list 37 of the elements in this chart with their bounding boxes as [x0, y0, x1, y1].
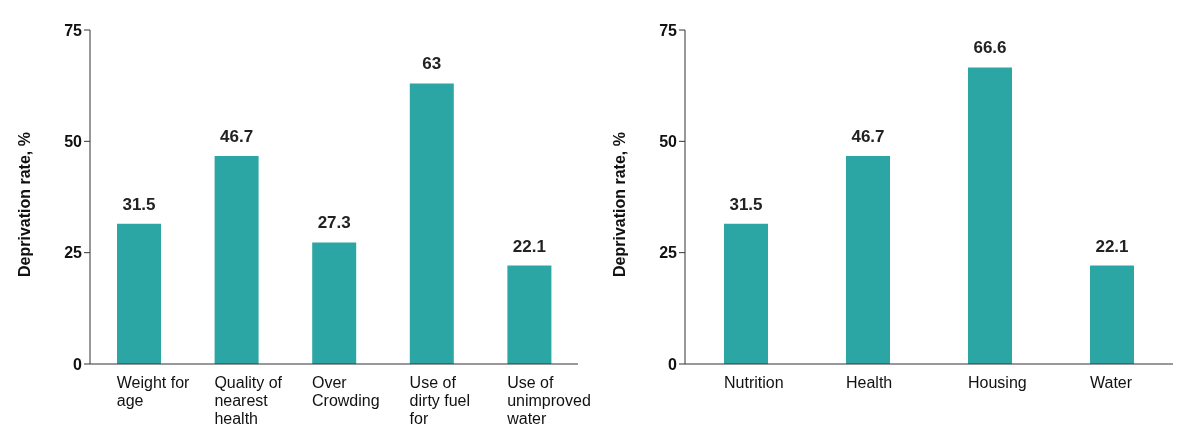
bar: [1090, 265, 1134, 364]
bar: [724, 223, 768, 364]
data-label: 46.7: [220, 127, 254, 147]
x-tick-label: Quality of nearest health: [214, 374, 283, 427]
bar: [409, 83, 454, 364]
y-tick-label: 50: [659, 133, 678, 151]
x-tick-label: Over Crowding: [312, 374, 380, 409]
data-label: 22.1: [512, 236, 546, 256]
y-tick-label: 0: [668, 355, 678, 373]
bar: [312, 242, 357, 364]
data-label: 31.5: [729, 194, 763, 214]
y-tick-label: 25: [64, 244, 83, 262]
x-tick-label: Housing: [968, 374, 1027, 391]
bar: [117, 223, 161, 364]
y-axis-title: Deprivation rate, %: [610, 132, 628, 277]
y-axis-title: Deprivation rate, %: [15, 132, 33, 277]
y-tick-label: 50: [64, 133, 83, 151]
y-tick-label: 75: [64, 21, 83, 39]
x-tick-label: Use of unimproved water: [506, 374, 591, 427]
y-tick-label: 75: [659, 21, 678, 39]
x-tick-label: Use of dirty fuel for: [409, 374, 471, 427]
data-label: 63: [422, 54, 442, 74]
data-label: 31.5: [122, 194, 156, 214]
x-tick-label: Weight for age: [116, 374, 191, 409]
data-label: 27.3: [317, 213, 351, 233]
bar: [214, 156, 259, 364]
data-label: 22.1: [1095, 236, 1129, 256]
x-tick-label: Water: [1090, 374, 1133, 391]
x-tick-label: Nutrition: [724, 374, 784, 391]
bar: [968, 67, 1012, 364]
data-label: 46.7: [851, 127, 885, 147]
bar: [507, 265, 552, 364]
data-label: 66.6: [973, 38, 1007, 58]
x-tick-label: Health: [846, 374, 893, 391]
y-tick-label: 0: [73, 355, 83, 373]
bar: [846, 156, 890, 364]
y-tick-label: 25: [659, 244, 678, 262]
